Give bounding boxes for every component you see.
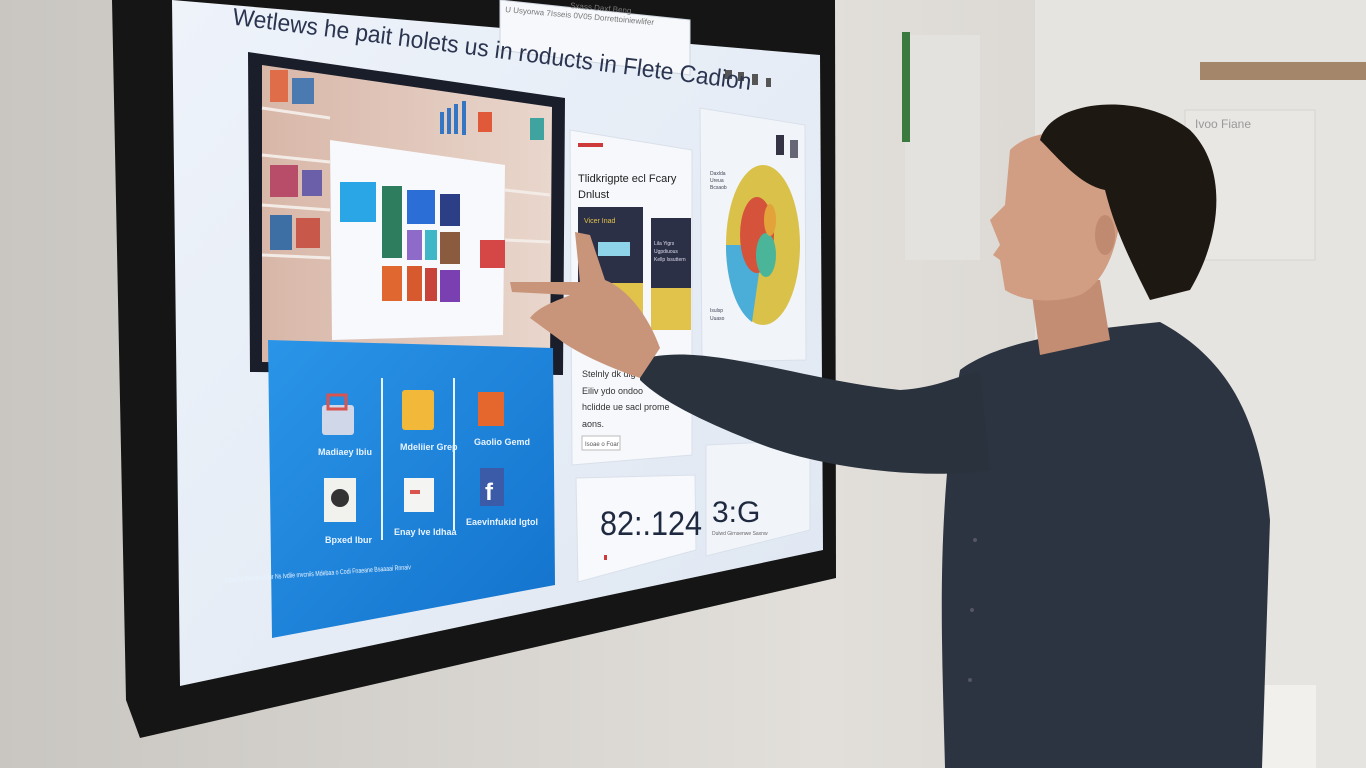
message-icon[interactable] [404,478,434,512]
app-tile[interactable] [382,186,402,258]
hair [1040,104,1217,300]
legend-item: Uuaso [710,316,725,322]
pie-inner-teal [756,233,776,277]
camera-icon[interactable] [324,478,356,522]
toolbar-icons [725,70,771,87]
desc-button[interactable] [581,435,621,451]
app-label: Eaevinfukid Igtol [466,517,538,527]
shelf [1200,62,1366,80]
shirt-buttons [968,538,977,682]
metric-value-2: 3:G [712,496,760,529]
app-tile[interactable] [407,190,435,224]
folder-icon[interactable] [402,390,434,430]
pie-inner-orange [764,204,776,236]
app-tiles [340,182,505,302]
app-label: Bpxed Ibur [325,535,373,545]
app-tile[interactable] [440,232,460,264]
books [270,70,544,250]
toolbar-icon[interactable] [725,70,732,79]
accent-bar [578,143,603,147]
shopping-bag-icon[interactable] [322,393,354,435]
hand [510,232,660,378]
app-tile[interactable] [407,266,422,301]
pie-chart [725,165,800,325]
app-tile[interactable] [480,240,505,268]
desc-line: Stelnly dk dlg [582,369,636,379]
card-title: Tlidkrigpte ecl Fcary [578,173,677,185]
app-tile[interactable] [440,194,460,226]
app-tile[interactable] [340,182,376,222]
toolbar-icon[interactable] [752,74,758,85]
description: Stelnly dk dlg Eiliv ydo ondoo hclidde u… [582,369,670,429]
legend-item: Daxlda [710,171,726,177]
mini-card-line: Kellp Issuttern [654,257,686,263]
desc-line: hclidde ue sacl prome [582,402,670,412]
wall-poster-left [905,35,980,260]
svg-text:f: f [485,479,494,506]
ear [1095,215,1115,255]
shirt-body [941,322,1270,768]
legend-item: Isulsp [710,308,723,314]
desc-button-label: Isoae o Foar [585,442,619,448]
toolbar-icon[interactable] [766,78,771,87]
app-tile[interactable] [382,266,402,301]
app-tile[interactable] [425,230,437,260]
mini-card-2-lines: Lila Yigrs Ugpdiuous Kellp Issuttern [654,241,686,263]
metric-value-1: 82:.124 [600,505,702,543]
person [510,104,1270,768]
chart-icon[interactable] [776,135,784,155]
mini-card-bar [598,242,630,256]
app-label: Gaolio Gemd [474,437,530,447]
chart-legend: Daxlda Ureua Bcsaob Isulsp Uuaso [710,171,727,322]
card-title-2: Dnlust [578,189,609,201]
app-tile[interactable] [440,270,460,302]
mini-card-2-footer [651,288,691,330]
arm [640,354,990,474]
desc-line: aons. [582,419,604,429]
desc-line: Eiliv ydo ondoo [582,386,643,396]
poster-text: Ivoo Fiane [1195,117,1251,131]
poster-green-mark [902,32,910,142]
shelf-lines [261,106,551,260]
app-tile[interactable] [425,268,437,301]
legend-item: Ureua [710,178,724,184]
app-label: Madiaey Ibiu [318,447,372,457]
arrow-red-mark [604,555,607,560]
legend-item: Bcsaob [710,185,727,191]
tile-icon[interactable] [478,392,504,426]
app-labels: Madiaey Ibiu Mdeliier Grep Gaolio Gemd B… [318,437,538,545]
mini-card-line: Lila Yigrs [654,241,675,247]
app-label: Enay Ive Idhaa [394,527,458,537]
mini-card-label: Vicer Inad [584,218,615,225]
metric-caption-2: Dulwd Girnsenwe Saxnw [712,531,768,537]
toolbar-icon[interactable] [738,72,744,81]
app-tile[interactable] [407,230,422,260]
address-bar[interactable] [499,0,691,76]
app-label: Mdeliier Grep [400,442,458,452]
chart-icon[interactable] [790,140,798,158]
facebook-icon[interactable]: f [480,468,504,506]
mini-card-line: Ugpdiuous [654,249,678,255]
